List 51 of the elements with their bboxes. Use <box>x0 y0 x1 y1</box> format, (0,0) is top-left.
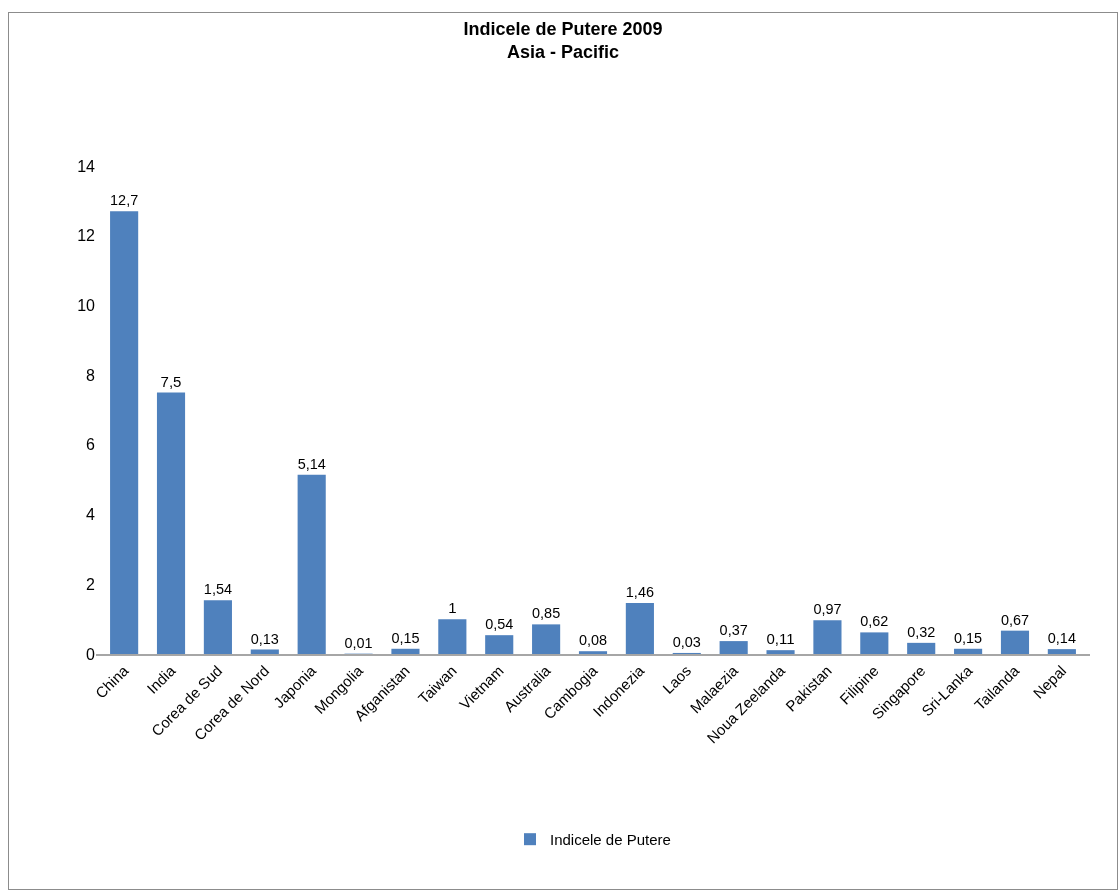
bar <box>860 632 889 654</box>
bar <box>203 600 232 654</box>
bar <box>813 620 842 654</box>
data-label: 0,11 <box>766 630 795 648</box>
bar <box>532 624 561 654</box>
data-label: 1 <box>448 599 457 617</box>
bar <box>1047 649 1076 654</box>
bar <box>156 392 186 654</box>
bar <box>1000 630 1030 654</box>
bar <box>578 651 608 654</box>
data-label: 0,97 <box>813 601 842 618</box>
data-label: 0,15 <box>391 629 420 646</box>
bar <box>391 648 420 654</box>
bar <box>954 648 983 654</box>
data-label: 0,54 <box>485 616 514 633</box>
bar <box>297 474 326 654</box>
data-label: 0,37 <box>719 622 748 639</box>
data-label: 0,15 <box>954 629 983 646</box>
y-tick-label: 14 <box>77 157 96 175</box>
y-tick-label: 0 <box>86 645 96 663</box>
bar <box>719 641 748 654</box>
data-label: 0,85 <box>532 605 561 622</box>
bar <box>625 603 654 654</box>
data-label: 5,14 <box>297 455 326 472</box>
bar <box>438 619 467 654</box>
bar <box>110 211 139 654</box>
legend-label: Indicele de Putere <box>550 831 671 849</box>
bar <box>766 650 795 654</box>
data-label: 0,14 <box>1047 630 1076 647</box>
y-tick-label: 4 <box>86 506 96 524</box>
data-label: 7,5 <box>160 372 182 390</box>
data-label: 12,7 <box>110 192 139 209</box>
data-label: 1,54 <box>203 581 232 598</box>
bar <box>485 635 514 654</box>
y-tick-label: 12 <box>77 227 96 245</box>
y-tick-label: 6 <box>86 436 96 454</box>
y-tick-label: 10 <box>77 297 96 315</box>
y-tick-label: 8 <box>86 366 96 384</box>
bar <box>907 642 936 654</box>
data-label: 0,01 <box>344 634 373 651</box>
data-label: 1,46 <box>625 584 654 601</box>
y-tick-label: 2 <box>86 575 96 593</box>
data-label: 0,67 <box>1000 611 1030 628</box>
chart-title: Indicele de Putere 2009 <box>463 18 663 39</box>
data-label: 0,13 <box>250 630 279 647</box>
bar <box>250 649 279 654</box>
data-label: 0,62 <box>860 613 889 630</box>
data-label: 0,03 <box>672 634 701 651</box>
data-label: 0,08 <box>578 632 608 649</box>
data-label: 0,32 <box>907 623 936 640</box>
chart-subtitle: Asia - Pacific <box>506 42 620 63</box>
